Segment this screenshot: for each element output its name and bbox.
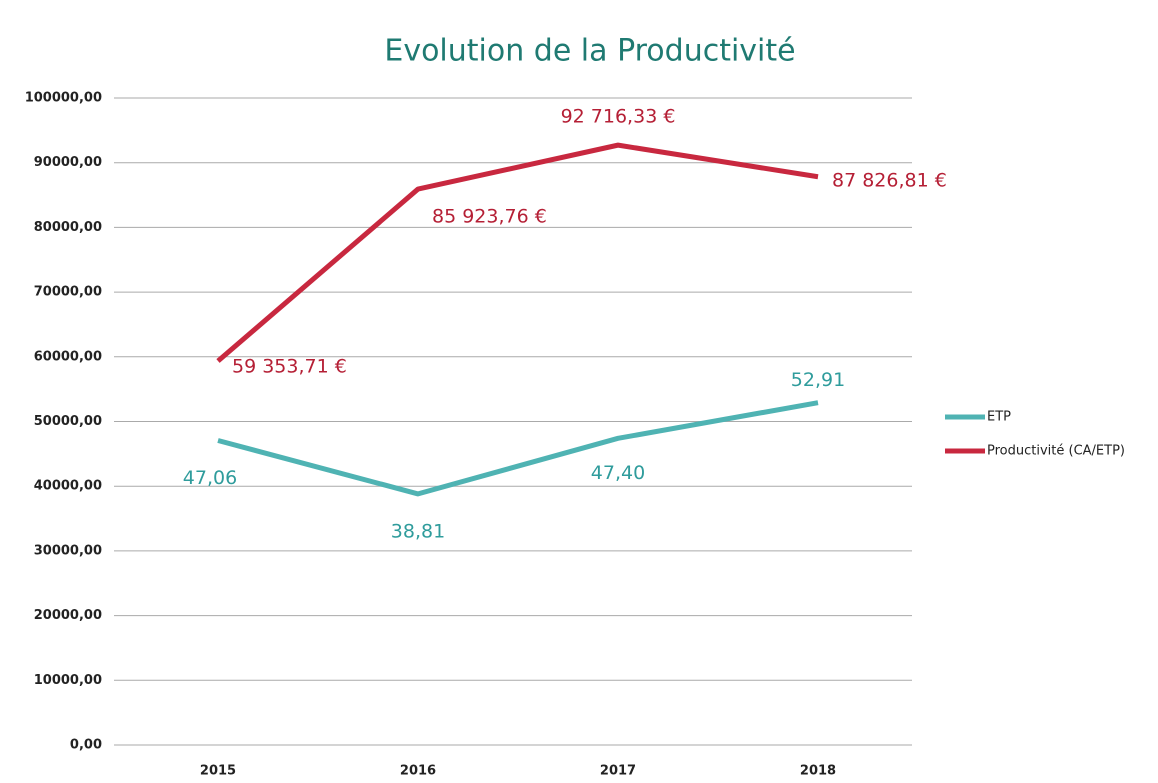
x-tick-label: 2016 <box>400 764 436 779</box>
legend-label: Productivité (CA/ETP) <box>987 444 1125 459</box>
data-label: 47,06 <box>183 467 237 489</box>
y-tick-label: 30000,00 <box>34 543 102 558</box>
x-tick-label: 2017 <box>600 764 636 779</box>
x-tick-label: 2018 <box>800 764 836 779</box>
data-label: 52,91 <box>791 369 845 391</box>
y-tick-label: 70000,00 <box>34 285 102 300</box>
data-label: 47,40 <box>591 462 645 484</box>
y-tick-label: 80000,00 <box>34 220 102 235</box>
x-tick-label: 2015 <box>200 764 236 779</box>
data-label: 59 353,71 € <box>232 355 347 377</box>
chart-title: Evolution de la Productivité <box>384 34 795 69</box>
data-label: 38,81 <box>391 520 445 542</box>
data-label: 87 826,81 € <box>832 169 947 191</box>
y-tick-label: 0,00 <box>70 738 102 753</box>
y-tick-label: 50000,00 <box>34 414 102 429</box>
y-tick-label: 20000,00 <box>34 608 102 623</box>
y-tick-label: 90000,00 <box>34 155 102 170</box>
data-label: 92 716,33 € <box>561 106 676 128</box>
data-label: 85 923,76 € <box>432 206 547 228</box>
y-tick-label: 40000,00 <box>34 479 102 494</box>
legend-label: ETP <box>987 410 1011 425</box>
series-line <box>216 142 819 363</box>
y-tick-label: 10000,00 <box>34 673 102 688</box>
y-tick-label: 60000,00 <box>34 349 102 364</box>
series-line <box>217 400 819 497</box>
y-tick-label: 100000,00 <box>25 91 102 106</box>
